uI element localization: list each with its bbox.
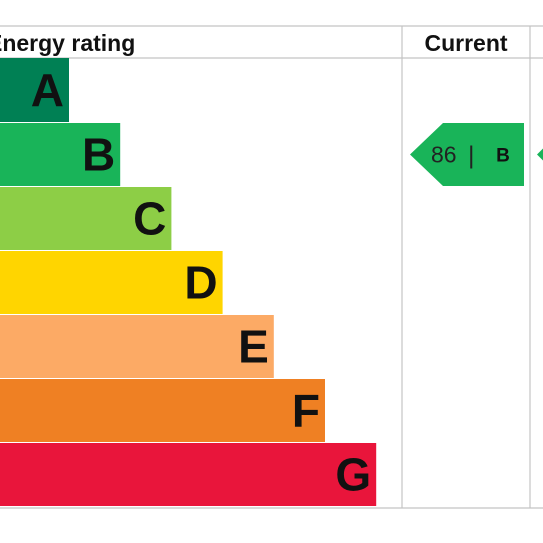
current-rating-score: 86 [431,142,457,168]
current-rating-arrow [410,123,524,186]
band-e-label: E [238,321,269,373]
band-g-bar [0,443,377,506]
band-a-label: A [31,64,64,116]
band-c-bar [0,187,172,250]
band-e-bar [0,315,274,378]
band-f-bar [0,379,325,442]
current-column-header: Current [424,30,507,56]
band-d-bar [0,251,223,314]
band-d-label: D [184,257,217,309]
band-f-label: F [292,385,320,437]
potential-rating-arrow [537,148,543,161]
band-c-label: C [133,193,166,245]
current-rating-separator: | [468,142,475,170]
band-g-label: G [335,449,371,501]
grid-lines [0,25,543,509]
rating-arrows: 86 | B [410,123,543,186]
band-a-bar [0,58,69,122]
energy-rating-header: Energy rating [0,30,135,56]
current-rating-band: B [496,146,510,167]
band-b-label: B [82,129,115,181]
band-b-bar [0,123,121,186]
